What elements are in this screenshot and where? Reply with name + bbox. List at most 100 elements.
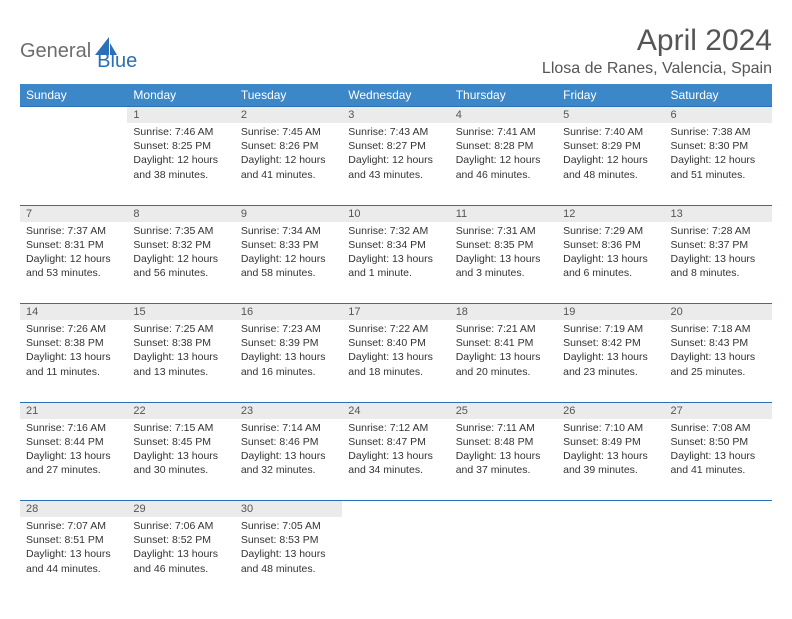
day-number-cell: 27 (665, 402, 772, 419)
day-number-cell: 15 (127, 304, 234, 321)
sunset-text: Sunset: 8:36 PM (563, 238, 658, 252)
daylight-text: Daylight: 13 hours and 30 minutes. (133, 449, 228, 477)
sunrise-text: Sunrise: 7:38 AM (671, 125, 766, 139)
content-row: Sunrise: 7:26 AMSunset: 8:38 PMDaylight:… (20, 320, 772, 402)
day-number-cell: 22 (127, 402, 234, 419)
sunset-text: Sunset: 8:49 PM (563, 435, 658, 449)
day-content-cell: Sunrise: 7:38 AMSunset: 8:30 PMDaylight:… (665, 123, 772, 205)
daylight-text: Daylight: 13 hours and 3 minutes. (456, 252, 551, 280)
day-number-cell: 18 (450, 304, 557, 321)
sunset-text: Sunset: 8:28 PM (456, 139, 551, 153)
day-number-cell: 13 (665, 205, 772, 222)
sunrise-text: Sunrise: 7:14 AM (241, 421, 336, 435)
daylight-text: Daylight: 12 hours and 38 minutes. (133, 153, 228, 181)
sunrise-text: Sunrise: 7:45 AM (241, 125, 336, 139)
logo-text-general: General (20, 40, 91, 63)
sunset-text: Sunset: 8:41 PM (456, 336, 551, 350)
daylight-text: Daylight: 12 hours and 46 minutes. (456, 153, 551, 181)
day-number-cell: 8 (127, 205, 234, 222)
day-number-cell: 10 (342, 205, 449, 222)
daylight-text: Daylight: 13 hours and 48 minutes. (241, 547, 336, 575)
daynum-row: 21222324252627 (20, 402, 772, 419)
sunset-text: Sunset: 8:40 PM (348, 336, 443, 350)
sunrise-text: Sunrise: 7:06 AM (133, 519, 228, 533)
sunrise-text: Sunrise: 7:34 AM (241, 224, 336, 238)
daylight-text: Daylight: 12 hours and 53 minutes. (26, 252, 121, 280)
day-content-cell (665, 517, 772, 599)
day-number-cell (450, 501, 557, 518)
sunrise-text: Sunrise: 7:08 AM (671, 421, 766, 435)
sunrise-text: Sunrise: 7:10 AM (563, 421, 658, 435)
sunrise-text: Sunrise: 7:11 AM (456, 421, 551, 435)
daylight-text: Daylight: 13 hours and 16 minutes. (241, 350, 336, 378)
day-number-cell: 26 (557, 402, 664, 419)
day-content-cell: Sunrise: 7:34 AMSunset: 8:33 PMDaylight:… (235, 222, 342, 304)
day-content-cell (342, 517, 449, 599)
day-content-cell (557, 517, 664, 599)
day-content-cell: Sunrise: 7:45 AMSunset: 8:26 PMDaylight:… (235, 123, 342, 205)
daylight-text: Daylight: 13 hours and 25 minutes. (671, 350, 766, 378)
sunset-text: Sunset: 8:51 PM (26, 533, 121, 547)
day-number-cell: 9 (235, 205, 342, 222)
daylight-text: Daylight: 13 hours and 39 minutes. (563, 449, 658, 477)
daylight-text: Daylight: 13 hours and 6 minutes. (563, 252, 658, 280)
day-header: Thursday (450, 84, 557, 107)
page: General Blue April 2024 Llosa de Ranes, … (0, 0, 792, 619)
day-content-cell: Sunrise: 7:21 AMSunset: 8:41 PMDaylight:… (450, 320, 557, 402)
sunrise-text: Sunrise: 7:41 AM (456, 125, 551, 139)
day-number-cell: 4 (450, 107, 557, 124)
daylight-text: Daylight: 13 hours and 13 minutes. (133, 350, 228, 378)
location: Llosa de Ranes, Valencia, Spain (542, 60, 772, 78)
sunset-text: Sunset: 8:50 PM (671, 435, 766, 449)
day-content-cell: Sunrise: 7:07 AMSunset: 8:51 PMDaylight:… (20, 517, 127, 599)
content-row: Sunrise: 7:16 AMSunset: 8:44 PM Daylight:… (20, 419, 772, 501)
daynum-row: 123456 (20, 107, 772, 124)
daynum-row: 282930 (20, 501, 772, 518)
day-number-cell: 7 (20, 205, 127, 222)
daylight-text: Daylight: 12 hours and 56 minutes. (133, 252, 228, 280)
daynum-row: 14151617181920 (20, 304, 772, 321)
day-number-cell: 23 (235, 402, 342, 419)
calendar-table: SundayMondayTuesdayWednesdayThursdayFrid… (20, 84, 772, 599)
sunset-text: Sunset: 8:33 PM (241, 238, 336, 252)
sunset-text: Sunset: 8:43 PM (671, 336, 766, 350)
day-number-cell: 14 (20, 304, 127, 321)
header: General Blue April 2024 Llosa de Ranes, … (20, 24, 772, 78)
content-row: Sunrise: 7:46 AMSunset: 8:25 PMDaylight:… (20, 123, 772, 205)
day-content-cell: Sunrise: 7:15 AMSunset: 8:45 PMDaylight:… (127, 419, 234, 501)
day-content-cell: Sunrise: 7:29 AMSunset: 8:36 PMDaylight:… (557, 222, 664, 304)
day-number-cell: 25 (450, 402, 557, 419)
day-number-cell: 20 (665, 304, 772, 321)
day-content-cell: Sunrise: 7:35 AMSunset: 8:32 PMDaylight:… (127, 222, 234, 304)
sunrise-text: Sunrise: 7:32 AM (348, 224, 443, 238)
day-number-cell: 30 (235, 501, 342, 518)
sunrise-text: Sunrise: 7:19 AM (563, 322, 658, 336)
sunset-text: Sunset: 8:44 PM (26, 435, 121, 449)
day-number-cell: 5 (557, 107, 664, 124)
day-content-cell: Sunrise: 7:11 AMSunset: 8:48 PMDaylight:… (450, 419, 557, 501)
sunset-text: Sunset: 8:38 PM (133, 336, 228, 350)
day-content-cell: Sunrise: 7:05 AMSunset: 8:53 PMDaylight:… (235, 517, 342, 599)
day-number-cell: 2 (235, 107, 342, 124)
daylight-text: Daylight: 13 hours and 41 minutes. (671, 449, 766, 477)
daylight-text: Daylight: 13 hours and 46 minutes. (133, 547, 228, 575)
day-number-cell (665, 501, 772, 518)
day-number-cell: 28 (20, 501, 127, 518)
sunrise-text: Sunrise: 7:05 AM (241, 519, 336, 533)
sunrise-text: Sunrise: 7:16 AM (26, 421, 121, 435)
day-header: Wednesday (342, 84, 449, 107)
day-content-cell: Sunrise: 7:08 AMSunset: 8:50 PMDaylight:… (665, 419, 772, 501)
daylight-text: Daylight: 13 hours and 8 minutes. (671, 252, 766, 280)
sunrise-text: Sunrise: 7:26 AM (26, 322, 121, 336)
sunset-text: Sunset: 8:29 PM (563, 139, 658, 153)
day-number-cell: 11 (450, 205, 557, 222)
daylight-text: Daylight: 12 hours and 48 minutes. (563, 153, 658, 181)
sunrise-text: Sunrise: 7:35 AM (133, 224, 228, 238)
month-title: April 2024 (542, 24, 772, 58)
day-content-cell (450, 517, 557, 599)
daylight-text: Daylight: 13 hours and 11 minutes. (26, 350, 121, 378)
title-block: April 2024 Llosa de Ranes, Valencia, Spa… (542, 24, 772, 78)
sunrise-text: Sunrise: 7:43 AM (348, 125, 443, 139)
sunrise-text: Sunrise: 7:40 AM (563, 125, 658, 139)
daylight-text: Daylight: 13 hours and 32 minutes. (241, 449, 336, 477)
